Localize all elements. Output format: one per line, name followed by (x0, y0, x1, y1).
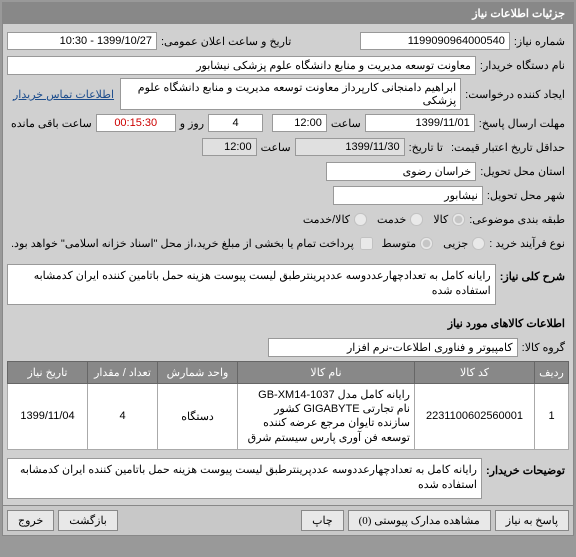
price-valid-label: حداقل تاریخ اعتبار قیمت: (447, 139, 569, 156)
reply-date: 1399/11/01 (365, 114, 475, 132)
reply-time: 12:00 (272, 114, 327, 132)
time-word-1: ساعت (327, 115, 365, 132)
budget-service-label: خدمت (377, 213, 406, 226)
need-no-label: شماره نیاز: (510, 33, 569, 50)
announce-label: تاریخ و ساعت اعلان عمومی: (157, 33, 295, 50)
city-value: نیشابور (333, 186, 483, 205)
group-value: کامپیوتر و فناوری اطلاعات-نرم افزار (268, 338, 518, 357)
budget-radio-group: کالا خدمت کالا/خدمت (295, 213, 465, 226)
pt-medium-radio (420, 237, 433, 250)
pt-small-label: جزیی (443, 237, 468, 250)
days-left: 4 (208, 114, 263, 132)
buyer-notes-label: توضیحات خریدار: (482, 458, 569, 479)
remain-label: ساعت باقی مانده (7, 115, 96, 132)
budget-label: طبقه بندی موضوعی: (465, 211, 569, 228)
col-unit: واحد شمارش (158, 361, 238, 383)
contact-link[interactable]: اطلاعات تماس خریدار (7, 86, 120, 103)
cell-date: 1399/11/04 (8, 383, 88, 449)
creator-value: ابراهیم دامنجانی کارپرداز معاونت توسعه م… (120, 78, 461, 110)
reply-button[interactable]: پاسخ به نیاز (495, 510, 569, 531)
budget-gs-radio (354, 213, 367, 226)
price-valid-date: 1399/11/30 (295, 138, 405, 156)
table-row: 12231100602560001رایانه کامل مدل 1037-GB… (8, 383, 569, 449)
print-button[interactable]: چاپ (301, 510, 344, 531)
announce-value: 1399/10/27 - 10:30 (7, 32, 157, 50)
main-panel: جزئیات اطلاعات نیاز شماره نیاز: 11990909… (2, 2, 574, 536)
reply-deadline-label: مهلت ارسال پاسخ: (475, 115, 569, 132)
price-valid-to-label: تا تاریخ: (405, 139, 447, 156)
creator-label: ایجاد کننده درخواست: (461, 86, 569, 103)
cell-unit: دستگاه (158, 383, 238, 449)
panel-title: جزئیات اطلاعات نیاز (3, 3, 573, 24)
budget-goods-radio (452, 213, 465, 226)
goods-table: ردیف کد کالا نام کالا واحد شمارش تعداد /… (7, 361, 569, 450)
back-button[interactable]: بازگشت (58, 510, 118, 531)
attachments-button[interactable]: مشاهده مدارک پیوستی (0) (348, 510, 491, 531)
budget-service-radio (410, 213, 423, 226)
exit-button[interactable]: خروج (7, 510, 54, 531)
province-label: استان محل تحویل: (476, 163, 569, 180)
need-title-value: رایانه کامل به تعدادچهارعددوسه عددپرینتر… (7, 264, 496, 305)
pt-small-radio (472, 237, 485, 250)
day-word: روز و (176, 115, 208, 132)
price-valid-time: 12:00 (202, 138, 257, 156)
city-label: شهر محل تحویل: (483, 187, 569, 204)
cell-idx: 1 (535, 383, 569, 449)
col-code: کد کالا (415, 361, 535, 383)
col-date: تاریخ نیاز (8, 361, 88, 383)
table-header-row: ردیف کد کالا نام کالا واحد شمارش تعداد /… (8, 361, 569, 383)
pt-medium-label: متوسط (382, 237, 417, 250)
treasury-checkbox (360, 237, 373, 250)
need-no-value: 1199090964000540 (360, 32, 510, 50)
need-title-label: شرح کلی نیاز: (496, 264, 569, 285)
province-value: خراسان رضوی (326, 162, 476, 181)
col-idx: ردیف (535, 361, 569, 383)
group-label: گروه کالا: (518, 339, 569, 356)
remain-time: 00:15:30 (96, 114, 176, 132)
purchase-type-label: نوع فرآیند خرید : (485, 235, 569, 252)
pt-note: پرداخت تمام یا بخشی از مبلغ خرید،از محل … (7, 235, 358, 252)
bottom-bar: پاسخ به نیاز مشاهده مدارک پیوستی (0) چاپ… (3, 505, 573, 535)
budget-gs-label: کالا/خدمت (303, 213, 350, 226)
budget-goods-label: کالا (433, 213, 448, 226)
goods-header: اطلاعات کالاهای مورد نیاز (444, 315, 569, 332)
col-qty: تعداد / مقدار (88, 361, 158, 383)
cell-code: 2231100602560001 (415, 383, 535, 449)
buyer-label: نام دستگاه خریدار: (476, 57, 569, 74)
buyer-value: معاونت توسعه مدیریت و منابع دانشگاه علوم… (7, 56, 476, 75)
buyer-notes-value: رایانه کامل به تعدادچهارعددوسه عددپرینتر… (7, 458, 482, 499)
col-name: نام کالا (238, 361, 415, 383)
cell-name: رایانه کامل مدل 1037-GB-XM14 نام تجارتی … (238, 383, 415, 449)
time-word-2: ساعت (257, 139, 295, 156)
purchase-type-group: جزیی متوسط (374, 237, 486, 250)
panel-body: شماره نیاز: 1199090964000540 تاریخ و ساع… (3, 24, 573, 505)
cell-qty: 4 (88, 383, 158, 449)
